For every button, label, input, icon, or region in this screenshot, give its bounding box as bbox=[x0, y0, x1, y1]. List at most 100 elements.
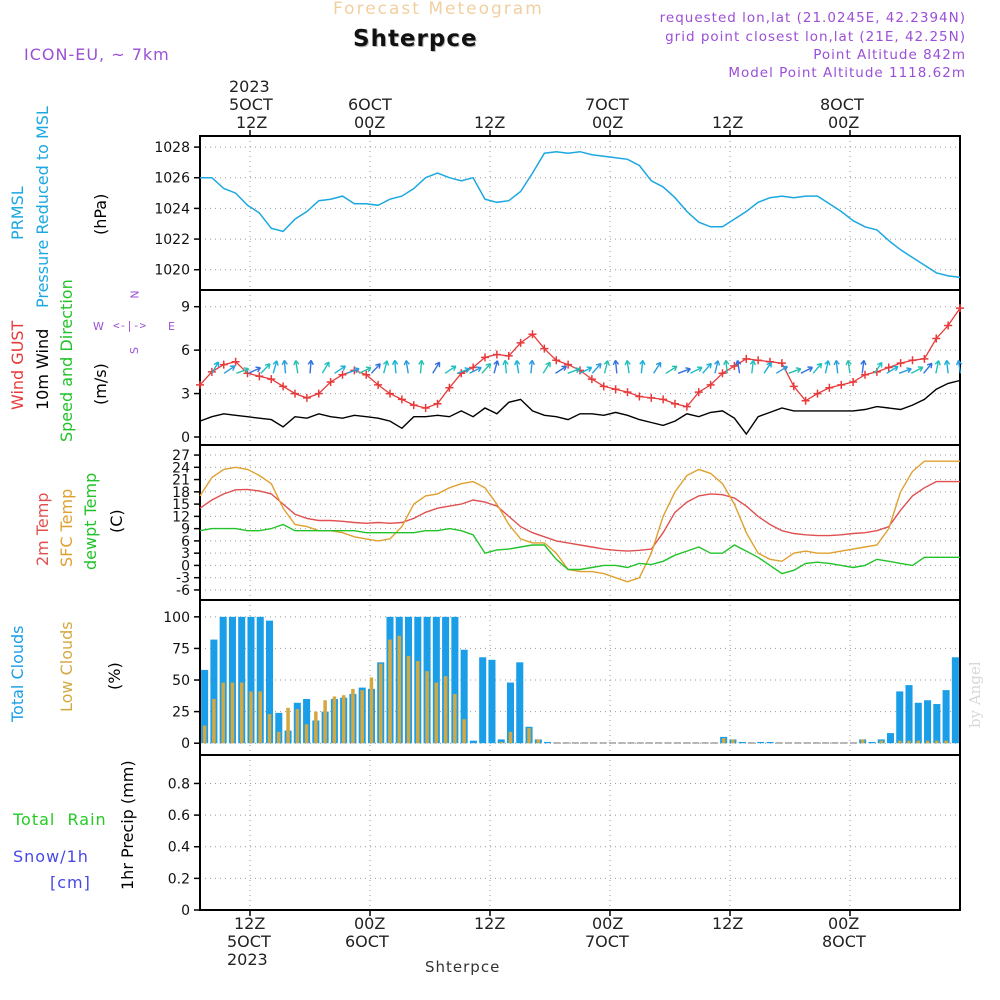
gust-point bbox=[469, 363, 478, 372]
low-cloud-bar bbox=[406, 656, 411, 744]
wind-arrow bbox=[945, 360, 949, 374]
total-cloud-bar bbox=[469, 740, 477, 744]
top-label-2-l3: 12Z bbox=[474, 113, 506, 132]
total-cloud-bar bbox=[256, 616, 264, 744]
gust-point bbox=[255, 372, 264, 381]
low-cloud-bar bbox=[221, 682, 225, 744]
gust-point bbox=[291, 389, 299, 398]
wind10-line bbox=[199, 379, 961, 436]
wind-arrow bbox=[309, 360, 312, 374]
wind-arrow-head bbox=[450, 365, 457, 371]
wind-arrow bbox=[444, 365, 457, 374]
bottom-label-5-l2: 8OCT bbox=[822, 932, 866, 951]
wind-arrow-head bbox=[353, 367, 360, 374]
snow-label: Snow/1h bbox=[13, 847, 89, 866]
total-cloud-bar bbox=[933, 704, 941, 744]
wind-arrow bbox=[847, 360, 851, 374]
gust-point bbox=[552, 356, 561, 365]
wind-arrow bbox=[223, 365, 236, 374]
wind-arrow-head bbox=[782, 365, 789, 372]
wind-arrow-head bbox=[906, 367, 912, 374]
wind-arrow-head bbox=[926, 362, 933, 369]
total-cloud-bar bbox=[701, 742, 709, 744]
gust-point bbox=[516, 338, 525, 347]
low-cloud-bar bbox=[462, 719, 466, 744]
wind-arrow-head bbox=[561, 365, 568, 372]
wind-arrow bbox=[824, 360, 829, 374]
wind-arrow bbox=[935, 360, 940, 374]
wind-arrow-head bbox=[502, 359, 509, 366]
ytick-clouds-4: 100 bbox=[163, 610, 190, 626]
panel-precip: 0 0.2 0.4 0.6 0.8 bbox=[168, 754, 961, 919]
prmsl-line bbox=[200, 150, 961, 279]
wind-arrow-head bbox=[365, 366, 372, 373]
frame-precip bbox=[199, 754, 961, 911]
total-cloud-bar bbox=[747, 742, 755, 744]
gust-point bbox=[682, 402, 691, 411]
total-cloud-bar bbox=[757, 741, 765, 744]
wind-arrow-head bbox=[574, 367, 581, 374]
grid-point-coords: grid point closest lon,lat (21E, 42.25N) bbox=[665, 29, 966, 45]
panel-wind: 0 3 6 9 bbox=[181, 289, 961, 446]
wind-arrow bbox=[260, 363, 271, 374]
gust-point bbox=[920, 354, 929, 363]
wind-arrow-head bbox=[307, 359, 314, 366]
total-cloud-bar bbox=[618, 742, 626, 744]
wind-arrow-head bbox=[493, 360, 500, 366]
total-cloud-bar bbox=[785, 742, 793, 744]
low-cloud-bar bbox=[860, 739, 865, 744]
bottom-label-0-l2: 5OCT bbox=[227, 932, 271, 951]
low-cloud-bar bbox=[499, 741, 503, 744]
gust-point bbox=[445, 383, 454, 392]
low-cloud-bar bbox=[397, 635, 402, 744]
low-cloud-bar bbox=[323, 700, 327, 744]
wind-arrow-head bbox=[229, 365, 236, 371]
total-cloud-bar bbox=[655, 742, 663, 744]
total-cloud-bar bbox=[210, 639, 218, 744]
wind-arrow bbox=[272, 360, 278, 374]
wind-arrow-head bbox=[639, 359, 646, 366]
wind-arrow bbox=[653, 361, 662, 374]
total-cloud-bar bbox=[812, 742, 820, 744]
gust-point bbox=[362, 370, 371, 379]
ytick-temperature-2: 0 bbox=[181, 558, 190, 574]
wind-arrow bbox=[555, 365, 567, 374]
low-cloud-bar bbox=[925, 740, 930, 744]
ytick-precip-0: 0 bbox=[181, 903, 190, 919]
frame-prmsl bbox=[199, 135, 961, 291]
low-cloud-bar bbox=[314, 711, 318, 744]
total-cloud-bar bbox=[896, 691, 904, 744]
wind-arrow bbox=[677, 368, 691, 374]
gust-point bbox=[374, 380, 383, 389]
ytick-temperature-9: 21 bbox=[172, 473, 190, 489]
wind-arrow bbox=[567, 368, 581, 374]
total-cloud-bar bbox=[201, 669, 209, 744]
wind-arrow bbox=[923, 362, 933, 374]
total-cloud-bar bbox=[265, 620, 274, 744]
bottom-label-1-l2: 6OCT bbox=[345, 932, 389, 951]
wind-arrow-head bbox=[696, 366, 703, 373]
total-cloud-bar bbox=[238, 616, 246, 744]
gust-point bbox=[219, 360, 228, 369]
ytick-temperature-0: -6 bbox=[176, 583, 190, 599]
ytick-prmsl-4: 1028 bbox=[154, 140, 190, 156]
total-rain-label: Total Rain bbox=[13, 810, 107, 829]
gust-point bbox=[635, 392, 644, 401]
total-cloud-bar bbox=[794, 742, 802, 744]
gust-point bbox=[754, 356, 763, 365]
ytick-clouds-1: 25 bbox=[172, 705, 190, 721]
total-cloud-bar bbox=[219, 616, 227, 744]
wind-arrow bbox=[530, 360, 533, 374]
low-cloud-bar bbox=[341, 695, 346, 744]
gust-point bbox=[742, 354, 751, 363]
wind-arrow bbox=[861, 360, 865, 374]
top-label-5-l3: 00Z bbox=[828, 113, 860, 132]
total-cloud-bar bbox=[228, 616, 236, 744]
wind-arrow bbox=[957, 360, 962, 374]
wind-arrow-head bbox=[476, 366, 482, 373]
wind-arrow-head bbox=[264, 363, 271, 369]
ytick-wind-2: 6 bbox=[181, 343, 190, 359]
panel-prmsl: 1020 1022 1024 1026 1028 bbox=[154, 135, 961, 291]
bottom-label-5-l1: 00Z bbox=[828, 914, 860, 933]
gust-point bbox=[481, 353, 489, 362]
